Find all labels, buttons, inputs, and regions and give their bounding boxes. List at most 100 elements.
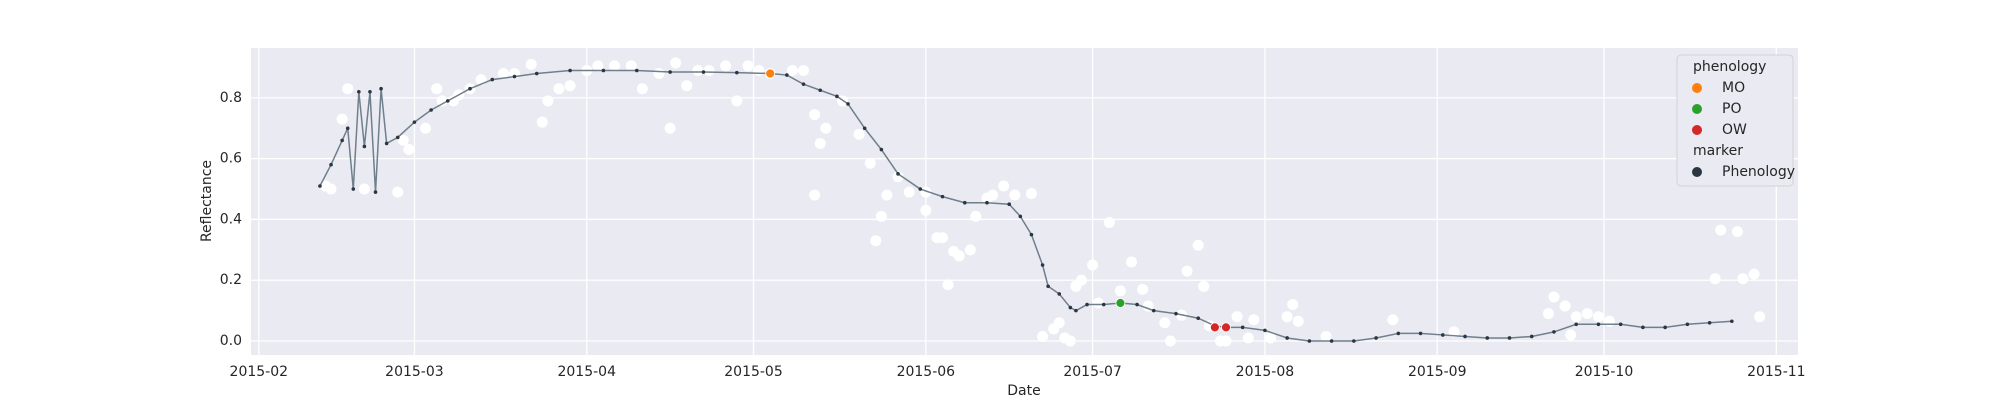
x-tick-label: 2015-09 bbox=[1408, 364, 1467, 380]
legend-title: phenology bbox=[1693, 59, 1766, 75]
line-marker bbox=[801, 82, 806, 86]
line-marker bbox=[1085, 302, 1089, 307]
observation-point bbox=[1087, 259, 1099, 271]
observation-point bbox=[325, 183, 337, 195]
line-marker bbox=[985, 200, 989, 205]
observation-point bbox=[1731, 226, 1743, 238]
line-marker bbox=[1057, 292, 1062, 296]
observation-point bbox=[937, 232, 949, 244]
legend-title: marker bbox=[1693, 143, 1743, 159]
observation-point bbox=[692, 64, 704, 76]
phenology-point bbox=[1209, 322, 1220, 333]
phenology-point bbox=[1115, 298, 1126, 308]
line-marker bbox=[1463, 334, 1467, 339]
observation-point bbox=[1581, 308, 1593, 320]
line-marker bbox=[1285, 336, 1289, 340]
observation-point bbox=[553, 83, 565, 95]
observation-point bbox=[1709, 273, 1721, 285]
line-marker bbox=[846, 102, 850, 106]
observation-point bbox=[670, 57, 682, 69]
observation-point bbox=[1198, 280, 1210, 292]
line-marker bbox=[1396, 331, 1401, 336]
line-marker bbox=[1074, 308, 1078, 313]
x-tick-label: 2015-10 bbox=[1575, 364, 1634, 380]
line-marker bbox=[379, 86, 383, 91]
line-marker bbox=[329, 162, 333, 167]
line-marker bbox=[1240, 325, 1245, 330]
observation-point bbox=[525, 58, 537, 70]
line-marker bbox=[940, 194, 945, 199]
line-marker bbox=[357, 89, 361, 94]
observation-point bbox=[864, 157, 876, 169]
observation-point bbox=[1281, 311, 1293, 323]
line-marker bbox=[896, 172, 900, 176]
observation-point bbox=[1264, 332, 1276, 344]
line-marker bbox=[1029, 232, 1034, 237]
line-marker bbox=[835, 94, 839, 99]
observation-point bbox=[987, 189, 999, 201]
line-marker bbox=[362, 144, 367, 149]
line-marker bbox=[340, 138, 344, 143]
line-marker bbox=[445, 99, 450, 103]
observation-point bbox=[1248, 314, 1260, 326]
line-marker bbox=[1730, 319, 1734, 324]
x-tick-label: 2015-04 bbox=[557, 364, 616, 380]
line-marker bbox=[1007, 202, 1012, 207]
line-marker bbox=[1529, 334, 1534, 339]
observation-point bbox=[903, 186, 915, 198]
y-tick-label: 0.4 bbox=[220, 211, 242, 227]
observation-point bbox=[1126, 256, 1138, 268]
line-marker bbox=[490, 77, 495, 82]
line-marker bbox=[351, 187, 356, 191]
line-marker bbox=[395, 135, 400, 140]
observation-point bbox=[1737, 273, 1749, 285]
legend-marker bbox=[1692, 83, 1702, 93]
observation-point bbox=[742, 60, 754, 72]
observation-point bbox=[1570, 311, 1582, 323]
observation-point bbox=[403, 144, 415, 156]
observation-point bbox=[970, 210, 982, 222]
line-marker bbox=[918, 187, 923, 191]
x-tick-label: 2015-07 bbox=[1063, 364, 1122, 380]
observation-point bbox=[542, 95, 554, 107]
observation-point bbox=[592, 60, 604, 72]
observation-point bbox=[1565, 329, 1577, 341]
observation-point bbox=[681, 80, 693, 92]
legend-marker bbox=[1692, 167, 1702, 177]
line-marker bbox=[373, 190, 378, 194]
observation-point bbox=[1548, 291, 1560, 303]
observation-point bbox=[1053, 317, 1065, 329]
observation-point bbox=[1242, 332, 1254, 344]
observation-point bbox=[881, 189, 893, 201]
line-marker bbox=[1418, 331, 1423, 336]
observation-point bbox=[1037, 330, 1049, 342]
observation-point bbox=[1292, 315, 1304, 327]
observation-point bbox=[431, 83, 443, 95]
observation-point bbox=[870, 235, 882, 247]
observation-point bbox=[786, 64, 798, 76]
line-marker bbox=[601, 68, 606, 73]
line-marker bbox=[345, 126, 350, 131]
line-marker bbox=[1101, 302, 1106, 307]
observation-point bbox=[753, 64, 765, 76]
observation-point bbox=[809, 189, 821, 201]
legend-label: MO bbox=[1722, 80, 1745, 96]
line-marker bbox=[1507, 336, 1512, 340]
observation-point bbox=[1064, 335, 1076, 347]
line-marker bbox=[1263, 328, 1267, 333]
line-marker bbox=[1618, 322, 1623, 327]
line-marker bbox=[1663, 325, 1667, 330]
observation-point bbox=[703, 64, 715, 76]
observation-point bbox=[942, 279, 954, 291]
y-axis-label: Reflectance bbox=[199, 160, 215, 242]
observation-point bbox=[497, 68, 509, 80]
y-tick-label: 0.6 bbox=[220, 151, 242, 167]
observation-point bbox=[1715, 224, 1727, 236]
line-marker bbox=[1374, 336, 1378, 340]
x-tick-label: 2015-06 bbox=[897, 364, 956, 380]
observation-point bbox=[731, 95, 743, 107]
legend-marker bbox=[1692, 104, 1702, 114]
plot-background bbox=[251, 48, 1798, 355]
observation-point bbox=[1103, 216, 1115, 228]
